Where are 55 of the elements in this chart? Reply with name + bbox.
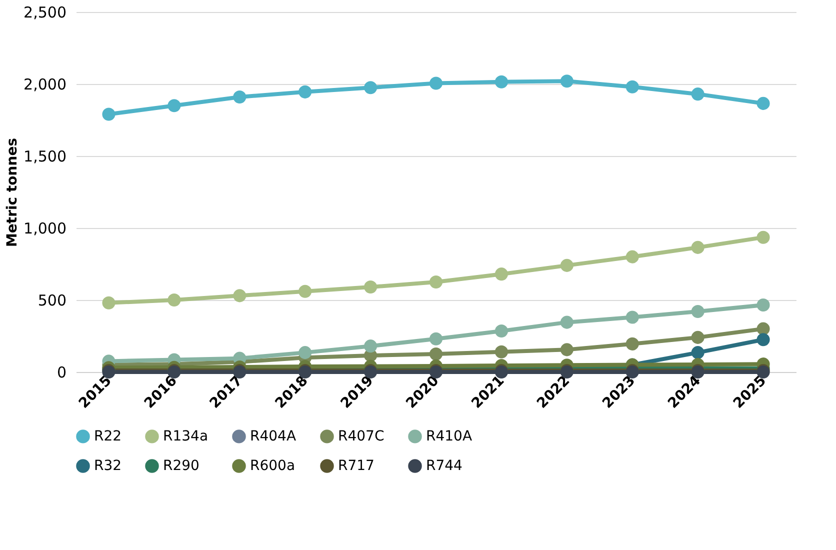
y-tick-label: 0 [56,364,66,382]
point [756,322,770,336]
legend-label: R32 [94,458,122,474]
point [429,347,443,361]
point [626,80,639,94]
point [102,296,116,310]
point [364,81,378,94]
point [364,340,378,353]
legend-label: R404A [250,428,296,444]
legend-label: R717 [338,458,374,474]
point [494,345,508,358]
point [429,76,443,90]
legend-label: R410A [426,428,472,444]
point [494,75,508,88]
legend-label: R407C [338,428,384,444]
y-tick-label: 500 [38,292,66,310]
point [364,280,378,294]
point [494,324,508,338]
point [298,85,312,98]
point [756,298,770,312]
point [494,268,508,281]
point [691,346,704,360]
legend-label: R290 [163,458,200,474]
point [691,240,704,254]
point [756,96,770,110]
point [560,258,574,272]
point [233,289,246,302]
y-tick-label: 2,500 [24,4,66,22]
point [560,74,574,88]
point [102,108,116,121]
point [429,332,443,346]
y-tick-label: 1,500 [24,148,66,166]
y-tick-label: 1,000 [24,220,66,238]
point [560,343,574,356]
point [168,293,181,307]
point [298,284,312,298]
point [756,230,770,244]
legend-label: R600a [250,458,296,474]
point [429,275,443,289]
point [233,90,246,104]
y-axis-title: Metric tonnes [4,138,21,248]
point [626,250,639,264]
point [691,88,704,101]
point [691,330,704,344]
point [691,305,704,318]
point [626,310,639,324]
legend-label: R22 [94,428,122,444]
point [298,346,312,360]
point [560,316,574,329]
point [756,333,770,346]
point [626,337,639,350]
legend-label: R134a [163,428,208,444]
legend-label: R744 [426,458,463,474]
point [168,99,181,112]
y-tick-label: 2,000 [24,76,66,94]
